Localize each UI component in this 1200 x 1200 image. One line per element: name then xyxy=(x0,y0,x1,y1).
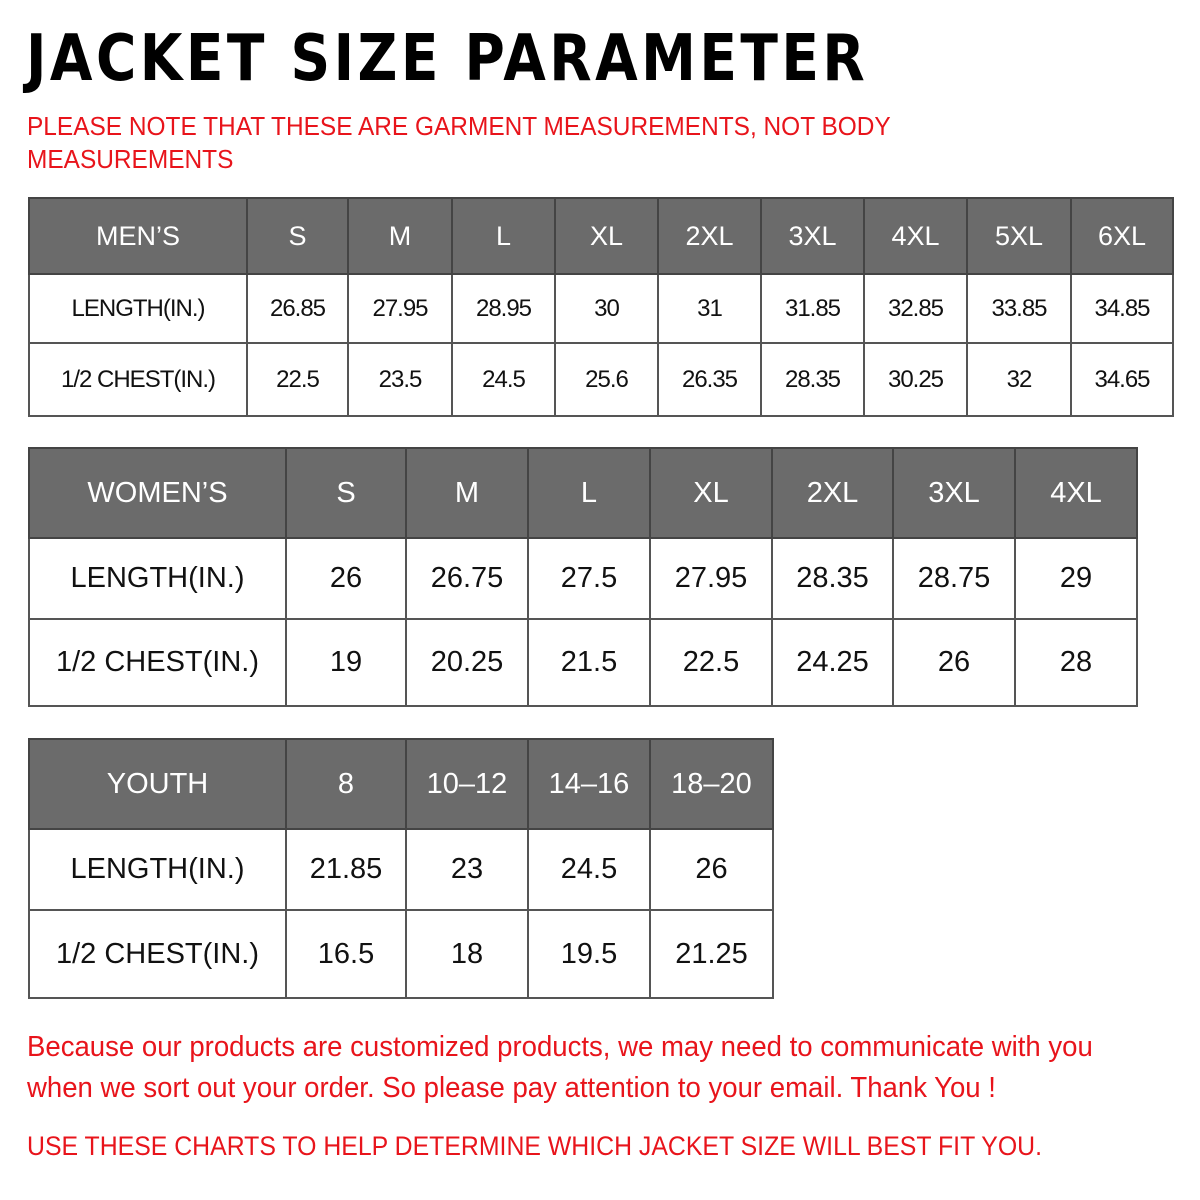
measurement-cell: 33.85 xyxy=(966,273,1072,344)
measurement-cell: 22.5 xyxy=(649,618,773,707)
size-header-cell: M xyxy=(347,197,453,275)
measurement-cell: 26.35 xyxy=(657,342,762,417)
size-header-cell: 4XL xyxy=(1014,447,1138,539)
womens-size-table: WOMEN’S S M L XL 2XL 3XL 4XL LENGTH(IN.) 26 26.75 2… xyxy=(28,447,1138,707)
measurement-cell: 28 xyxy=(1014,618,1138,707)
size-header-cell: 18–20 xyxy=(649,738,774,830)
size-header-cell: S xyxy=(285,447,407,539)
measurement-cell: 30.25 xyxy=(863,342,968,417)
size-header-cell: M xyxy=(405,447,529,539)
measurement-cell: 34.65 xyxy=(1070,342,1174,417)
customization-message: Because our products are customized prod… xyxy=(27,1031,1093,1104)
measurement-label: LENGTH(IN.) xyxy=(28,273,248,344)
size-header-cell: L xyxy=(451,197,556,275)
youth-size-table: YOUTH 8 10–12 14–16 18–20 LENGTH(IN.) 21.85 23 2… xyxy=(28,738,774,999)
measurement-cell: 26 xyxy=(649,828,774,911)
measurement-cell: 28.95 xyxy=(451,273,556,344)
table-category-header: YOUTH xyxy=(28,738,287,830)
size-header-cell: 10–12 xyxy=(405,738,529,830)
measurement-cell: 32 xyxy=(966,342,1072,417)
measurement-cell: 26 xyxy=(285,537,407,620)
size-advice: USE THESE CHARTS TO HELP DETERMINE WHICH… xyxy=(27,1131,1042,1161)
size-header-cell: 14–16 xyxy=(527,738,651,830)
measurement-cell: 34.85 xyxy=(1070,273,1174,344)
measurement-label: 1/2 CHEST(IN.) xyxy=(28,618,287,707)
size-header-cell: S xyxy=(246,197,349,275)
table-row: LENGTH(IN.) 21.85 23 24.5 26 xyxy=(28,828,774,911)
header-row: WOMEN’S S M L XL 2XL 3XL 4XL xyxy=(28,447,1138,539)
header-row: MEN’S S M L XL 2XL 3XL 4XL 5XL 6XL xyxy=(28,197,1174,275)
measurement-cell: 22.5 xyxy=(246,342,349,417)
measurement-cell: 16.5 xyxy=(285,909,407,999)
measurement-cell: 32.85 xyxy=(863,273,968,344)
measurement-cell: 27.95 xyxy=(649,537,773,620)
measurement-cell: 26 xyxy=(892,618,1016,707)
measurement-cell: 28.35 xyxy=(760,342,865,417)
measurement-label: 1/2 CHEST(IN.) xyxy=(28,909,287,999)
measurement-label: 1/2 CHEST(IN.) xyxy=(28,342,248,417)
measurement-cell: 24.5 xyxy=(451,342,556,417)
measurement-cell: 21.85 xyxy=(285,828,407,911)
measurement-cell: 21.25 xyxy=(649,909,774,999)
measurement-cell: 18 xyxy=(405,909,529,999)
measurement-cell: 31 xyxy=(657,273,762,344)
size-header-cell: 8 xyxy=(285,738,407,830)
size-header-cell: XL xyxy=(649,447,773,539)
size-header-cell: XL xyxy=(554,197,659,275)
table-category-header: MEN’S xyxy=(28,197,248,275)
table-row: 1/2 CHEST(IN.) 22.5 23.5 24.5 25.6 26.35 28.35… xyxy=(28,342,1174,417)
table-row: 1/2 CHEST(IN.) 16.5 18 19.5 21.25 xyxy=(28,909,774,999)
mens-size-table: MEN’S S M L XL 2XL 3XL 4XL 5XL 6XL LENGTH(IN.) 26.8… xyxy=(28,197,1174,417)
measurement-cell: 27.5 xyxy=(527,537,651,620)
measurement-cell: 26.85 xyxy=(246,273,349,344)
size-header-cell: 4XL xyxy=(863,197,968,275)
table-row: LENGTH(IN.) 26 26.75 27.5 27.95 28.35 28.75 29 xyxy=(28,537,1138,620)
page-title: JACKET SIZE PARAMETER xyxy=(26,22,869,96)
size-header-cell: 3XL xyxy=(892,447,1016,539)
measurement-cell: 23.5 xyxy=(347,342,453,417)
table-row: LENGTH(IN.) 26.85 27.95 28.95 30 31 31.85 32.85… xyxy=(28,273,1174,344)
header-row: YOUTH 8 10–12 14–16 18–20 xyxy=(28,738,774,830)
measurement-cell: 21.5 xyxy=(527,618,651,707)
table-row: 1/2 CHEST(IN.) 19 20.25 21.5 22.5 24.25 26 28 xyxy=(28,618,1138,707)
measurement-cell: 24.5 xyxy=(527,828,651,911)
measurement-cell: 29 xyxy=(1014,537,1138,620)
size-header-cell: L xyxy=(527,447,651,539)
size-header-cell: 5XL xyxy=(966,197,1072,275)
measurement-cell: 20.25 xyxy=(405,618,529,707)
table-category-header: WOMEN’S xyxy=(28,447,287,539)
measurement-cell: 30 xyxy=(554,273,659,344)
measurement-note: PLEASE NOTE THAT THESE ARE GARMENT MEASU… xyxy=(27,111,891,174)
measurement-cell: 26.75 xyxy=(405,537,529,620)
size-header-cell: 6XL xyxy=(1070,197,1174,275)
measurement-cell: 25.6 xyxy=(554,342,659,417)
measurement-cell: 28.75 xyxy=(892,537,1016,620)
measurement-cell: 27.95 xyxy=(347,273,453,344)
measurement-cell: 19 xyxy=(285,618,407,707)
size-header-cell: 3XL xyxy=(760,197,865,275)
measurement-label: LENGTH(IN.) xyxy=(28,537,287,620)
measurement-cell: 28.35 xyxy=(771,537,894,620)
size-header-cell: 2XL xyxy=(657,197,762,275)
measurement-cell: 19.5 xyxy=(527,909,651,999)
measurement-label: LENGTH(IN.) xyxy=(28,828,287,911)
measurement-cell: 23 xyxy=(405,828,529,911)
measurement-cell: 24.25 xyxy=(771,618,894,707)
size-header-cell: 2XL xyxy=(771,447,894,539)
measurement-cell: 31.85 xyxy=(760,273,865,344)
